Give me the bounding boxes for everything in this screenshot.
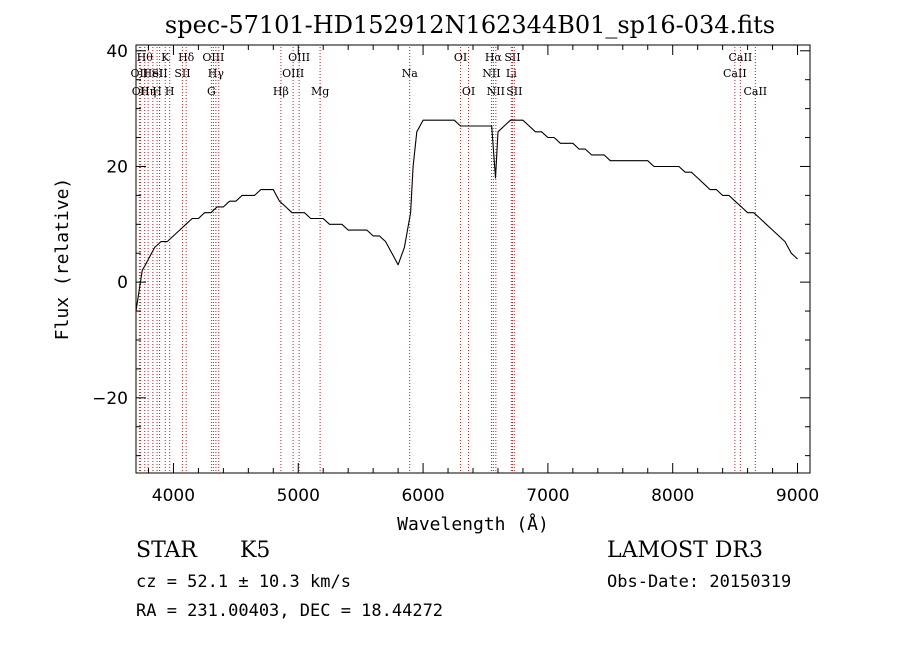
spectral-line-label: OIII: [282, 67, 304, 80]
spectral-line-label: OII: [131, 67, 149, 80]
y-tick-label: 0: [117, 273, 128, 293]
spectral-line-label: SII: [504, 51, 520, 64]
spectral-line-label: OIII: [202, 51, 224, 64]
spectral-line-label: Na: [402, 67, 419, 80]
x-tick-label: 9000: [776, 486, 819, 506]
spectral-line-label: OI: [462, 85, 475, 98]
spectral-line-label: K: [161, 51, 170, 64]
spectral-line-label: Hη: [140, 85, 156, 98]
spectral-line-label: Hα: [485, 51, 503, 64]
spectral-line-label: SII: [174, 67, 190, 80]
plot-frame: [135, 44, 811, 474]
x-axis-label: Wavelength (Å): [397, 513, 549, 535]
spectrum-line: [135, 119, 798, 312]
y-tick-label: −20: [92, 389, 128, 409]
spectral-line-label: CaII: [743, 85, 767, 98]
spectral-line-label: Li: [506, 67, 517, 80]
chart-title: spec-57101-HD152912N162344B01_sp16-034.f…: [165, 11, 775, 39]
spectral-line-label: OIII: [288, 51, 310, 64]
spectral-line-label: Hθ: [137, 51, 154, 64]
y-tick-label: 20: [106, 157, 128, 177]
spectral-line-label: NII: [487, 85, 505, 98]
observation-date: Obs-Date: 20150319: [607, 572, 792, 592]
spectral-line-label: Hβ: [273, 85, 289, 98]
sky-coordinates: RA = 231.00403, DEC = 18.44272: [136, 601, 444, 621]
spectral-line-label: Mg: [311, 85, 329, 98]
spectral-line-label: CaII: [729, 51, 753, 64]
x-tick-label: 5000: [277, 486, 320, 506]
object-subclass: K5: [240, 538, 271, 563]
spectral-line-label: HeI: [143, 67, 163, 80]
survey-name: LAMOST DR3: [607, 538, 763, 563]
spectral-line-label: SII: [506, 85, 522, 98]
x-tick-label: 6000: [401, 486, 444, 506]
y-tick-label: 40: [106, 42, 128, 62]
y-axis-label: Flux (relative): [52, 178, 73, 341]
spectral-line-label: Hδ: [178, 51, 195, 64]
x-tick-label: 4000: [152, 486, 195, 506]
spectral-line-label: NII: [482, 67, 500, 80]
spectral-line-label: H: [165, 85, 175, 98]
spectral-line-label: Hγ: [208, 67, 225, 80]
x-tick-label: 8000: [651, 486, 694, 506]
object-class: STAR: [136, 538, 197, 563]
spectral-line-label: OI: [454, 51, 467, 64]
x-tick-label: 7000: [526, 486, 569, 506]
spectral-line-label: CaII: [723, 67, 747, 80]
spectral-line-label: G: [207, 85, 216, 98]
redshift-velocity: cz = 52.1 ± 10.3 km/s: [136, 572, 351, 592]
spectral-line-label: SII: [151, 67, 167, 80]
spectral-line-label: H: [152, 85, 162, 98]
